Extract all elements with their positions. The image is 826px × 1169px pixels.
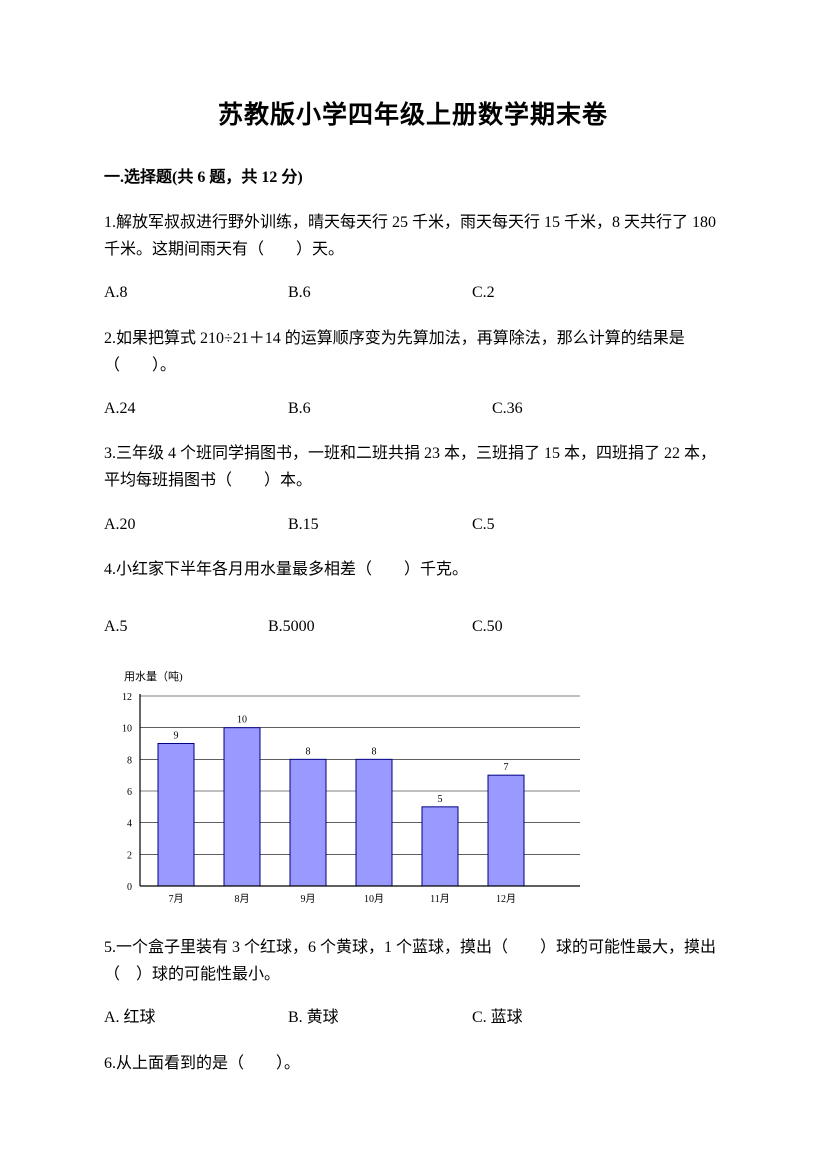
- svg-text:10: 10: [122, 724, 132, 735]
- svg-text:7: 7: [504, 762, 509, 773]
- q3-opt-b: B.15: [288, 511, 468, 538]
- section-1-header: 一.选择题(共 6 题，共 12 分): [104, 163, 722, 187]
- q3-text: 3.三年级 4 个班同学捐图书，一班和二班共捐 23 本，三班捐了 15 本，四…: [104, 440, 722, 494]
- q1-text: 1.解放军叔叔进行野外训练，晴天每天行 25 千米，雨天每天行 15 千米，8 …: [104, 209, 722, 263]
- svg-text:10: 10: [237, 715, 247, 726]
- q4-text: 4.小红家下半年各月用水量最多相差（ ）千克。: [104, 556, 722, 583]
- svg-text:5: 5: [438, 794, 443, 805]
- q4-opt-c: C.50: [472, 613, 503, 640]
- q3-options: A.20 B.15 C.5: [104, 511, 722, 538]
- svg-text:11月: 11月: [430, 893, 450, 905]
- svg-text:0: 0: [127, 882, 132, 893]
- q5-opt-a: A. 红球: [104, 1004, 284, 1031]
- svg-text:9: 9: [174, 731, 179, 742]
- question-1: 1.解放军叔叔进行野外训练，晴天每天行 25 千米，雨天每天行 15 千米，8 …: [104, 209, 722, 307]
- svg-text:8: 8: [127, 755, 132, 766]
- question-4: 4.小红家下半年各月用水量最多相差（ ）千克。 A.5 B.5000 C.50: [104, 556, 722, 640]
- svg-text:6: 6: [127, 787, 132, 798]
- q3-opt-c: C.5: [472, 511, 495, 538]
- q2-opt-a: A.24: [104, 395, 284, 422]
- bar-chart-svg: 0 2 4 6 8 10 12 9 7月 10 8月 8 9月 8 10月 5 11月 7 12月: [106, 688, 586, 910]
- svg-text:2: 2: [127, 850, 132, 861]
- q4-options: A.5 B.5000 C.50: [104, 613, 722, 640]
- q1-options: A.8 B.6 C.2: [104, 279, 722, 306]
- q2-text: 2.如果把算式 210÷21＋14 的运算顺序变为先算加法，再算除法，那么计算的…: [104, 325, 722, 379]
- q2-options: A.24 B.6 C.36: [104, 395, 722, 422]
- page-title: 苏教版小学四年级上册数学期末卷: [104, 95, 722, 131]
- question-2: 2.如果把算式 210÷21＋14 的运算顺序变为先算加法，再算除法，那么计算的…: [104, 325, 722, 423]
- q4-opt-a: A.5: [104, 613, 264, 640]
- svg-text:10月: 10月: [364, 893, 384, 905]
- chart-y-axis-title: 用水量（吨): [124, 668, 722, 684]
- q6-text: 6.从上面看到的是（ ）。: [104, 1050, 722, 1077]
- q4-opt-b: B.5000: [268, 613, 468, 640]
- svg-text:7月: 7月: [169, 893, 184, 905]
- question-5: 5.一个盒子里装有 3 个红球，6 个黄球，1 个蓝球，摸出（ ）球的可能性最大…: [104, 934, 722, 1032]
- svg-text:9月: 9月: [301, 893, 316, 905]
- q2-opt-b: B.6: [288, 395, 488, 422]
- q1-opt-b: B.6: [288, 279, 468, 306]
- q1-opt-c: C.2: [472, 279, 495, 306]
- water-usage-chart: 用水量（吨) 0 2 4 6 8 10 12 9 7月 10 8月 8 9月 8 10月 5 11月 7 12月: [106, 668, 722, 910]
- svg-text:12月: 12月: [496, 893, 516, 905]
- q2-opt-c: C.36: [492, 395, 523, 422]
- svg-text:8: 8: [372, 746, 377, 757]
- q1-opt-a: A.8: [104, 279, 284, 306]
- svg-text:12: 12: [122, 692, 132, 703]
- svg-text:8: 8: [306, 746, 311, 757]
- q5-opt-c: C. 蓝球: [472, 1004, 523, 1031]
- svg-text:8月: 8月: [235, 893, 250, 905]
- q5-text: 5.一个盒子里装有 3 个红球，6 个黄球，1 个蓝球，摸出（ ）球的可能性最大…: [104, 934, 722, 988]
- svg-text:4: 4: [127, 819, 132, 830]
- q5-options: A. 红球 B. 黄球 C. 蓝球: [104, 1004, 722, 1031]
- question-6: 6.从上面看到的是（ ）。: [104, 1050, 722, 1077]
- q5-opt-b: B. 黄球: [288, 1004, 468, 1031]
- q3-opt-a: A.20: [104, 511, 284, 538]
- question-3: 3.三年级 4 个班同学捐图书，一班和二班共捐 23 本，三班捐了 15 本，四…: [104, 440, 722, 538]
